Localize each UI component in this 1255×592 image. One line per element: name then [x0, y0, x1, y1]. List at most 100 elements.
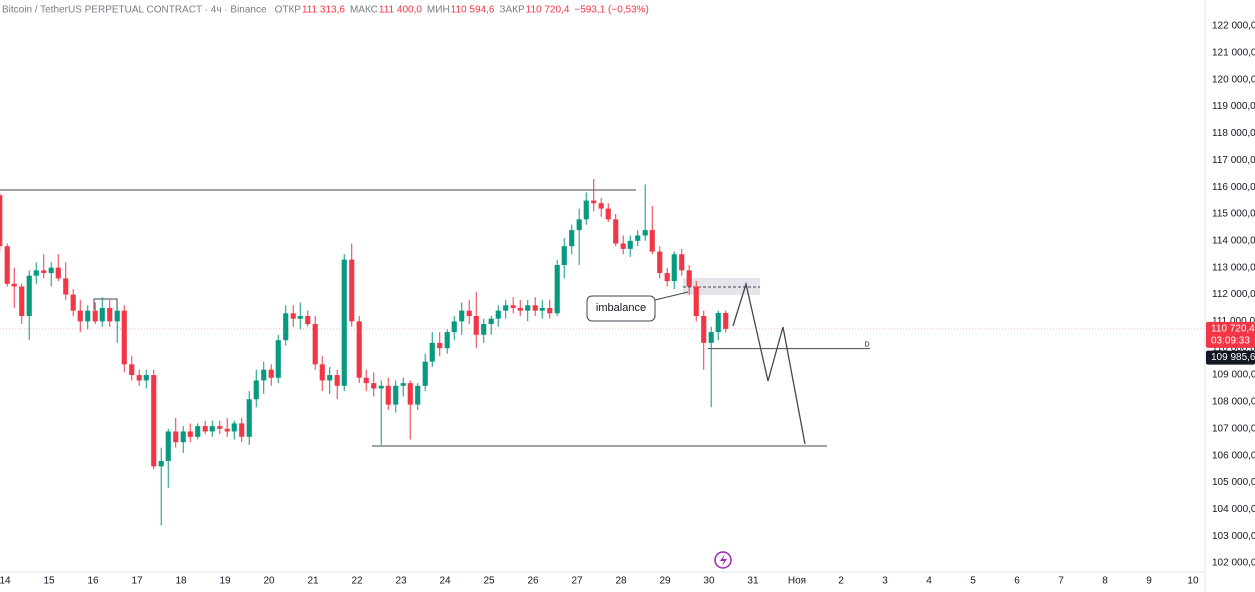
x-tick-label: 25: [483, 576, 495, 587]
candle-body: [187, 431, 193, 437]
legend-value: 110 594,6: [451, 5, 495, 16]
x-tick-label: 29: [659, 576, 671, 587]
candle-body: [407, 383, 413, 405]
candle-body: [569, 230, 575, 247]
candle-body: [561, 246, 567, 265]
candle-body: [283, 313, 289, 341]
y-tick-label: 120 000,0: [1212, 74, 1255, 85]
y-tick-label: 110 000,0: [1212, 343, 1255, 354]
candle-body: [517, 307, 523, 311]
x-tick-label: 2: [838, 576, 844, 587]
legend-label: МИН: [427, 5, 450, 16]
candle-body: [136, 375, 142, 381]
candle-body: [422, 361, 428, 386]
callout-text: imbalance: [596, 302, 646, 314]
x-tick-label: Ноя: [788, 576, 806, 587]
candle-body: [708, 332, 714, 343]
level-price-label: 109 985,6: [1211, 352, 1255, 363]
y-tick-label: 107 000,0: [1212, 423, 1255, 434]
candle-body: [583, 200, 589, 220]
symbol-title: Bitcoin / TetherUS PERPETUAL CONTRACT · …: [2, 5, 267, 16]
last-price-tag: [1206, 321, 1255, 348]
candle-body: [92, 310, 98, 322]
candle-body: [209, 426, 215, 432]
candle-body: [627, 240, 633, 249]
candle-body: [0, 195, 3, 247]
candle-body: [591, 200, 597, 204]
legend-change: −593,1 (−0,53%): [574, 5, 649, 16]
imbalance-zone: [683, 278, 760, 295]
candle-body: [253, 380, 259, 400]
candle-body: [444, 332, 450, 349]
candle-body: [385, 385, 391, 405]
candle-body: [180, 431, 186, 443]
x-tick-label: 15: [43, 576, 55, 587]
candle-body: [459, 310, 465, 322]
candle-body: [488, 318, 494, 325]
candle-body: [576, 219, 582, 231]
y-tick-label: 104 000,0: [1212, 504, 1255, 515]
candle-body: [114, 310, 120, 322]
y-tick-label: 109 000,0: [1212, 370, 1255, 381]
x-tick-label: 18: [175, 576, 187, 587]
candle-body: [495, 310, 501, 319]
candle-body: [99, 307, 105, 322]
candle-body: [349, 259, 355, 322]
candle-body: [415, 385, 421, 405]
candle-body: [55, 267, 61, 279]
candle-body: [341, 259, 347, 386]
x-tick-label: 5: [970, 576, 976, 587]
candle-body: [19, 286, 25, 317]
candle-body: [437, 342, 443, 349]
y-tick-label: 114 000,0: [1212, 235, 1255, 246]
candle-body: [297, 316, 303, 319]
candle-body: [400, 383, 406, 386]
x-tick-label: 3: [882, 576, 888, 587]
y-tick-label: 103 000,0: [1212, 531, 1255, 542]
legend-value: 110 720,4: [526, 5, 570, 16]
x-tick-label: 27: [571, 576, 583, 587]
candle-body: [679, 254, 685, 271]
y-tick-label: 112 000,0: [1212, 289, 1255, 300]
candle-body: [671, 254, 677, 282]
candle-body: [715, 312, 721, 333]
y-tick-label: 122 000,0: [1212, 21, 1255, 32]
candle-body: [290, 313, 296, 319]
candle-body: [143, 375, 149, 381]
level-price-tag: [1206, 350, 1255, 365]
candle-body: [268, 369, 274, 378]
candle-body: [239, 423, 245, 437]
candle-body: [165, 431, 171, 461]
candle-body: [605, 208, 611, 220]
x-tick-label: 10: [1187, 576, 1199, 587]
candle-body: [11, 283, 17, 287]
last-price-label: 110 720,4: [1211, 324, 1255, 335]
candle-body: [378, 385, 384, 389]
candle-body: [429, 342, 435, 362]
x-tick-label: 17: [131, 576, 143, 587]
legend-label: ЗАКР: [499, 5, 525, 16]
x-tick-label: 6: [1014, 576, 1020, 587]
level-tag: D: [864, 341, 869, 348]
x-tick-label: 21: [307, 576, 319, 587]
candle-body: [393, 385, 399, 405]
countdown-label: 03:09:33: [1211, 336, 1250, 347]
candle-body: [246, 399, 252, 437]
x-tick-label: 4: [926, 576, 932, 587]
candle-body: [693, 286, 699, 317]
x-tick-label: 7: [1058, 576, 1064, 587]
y-tick-label: 105 000,0: [1212, 477, 1255, 488]
y-tick-label: 121 000,0: [1212, 48, 1255, 59]
candle-body: [481, 324, 487, 335]
candle-body: [77, 310, 83, 322]
y-tick-label: 108 000,0: [1212, 397, 1255, 408]
candle-body: [723, 312, 729, 329]
candle-body: [371, 383, 377, 389]
x-tick-label: 8: [1102, 576, 1108, 587]
y-tick-label: 102 000,0: [1212, 558, 1255, 569]
projection-path: [732, 281, 806, 445]
y-tick-label: 118 000,0: [1212, 128, 1255, 139]
x-tick-label: 16: [87, 576, 99, 587]
candle-body: [275, 340, 281, 378]
candle-body: [598, 203, 604, 209]
